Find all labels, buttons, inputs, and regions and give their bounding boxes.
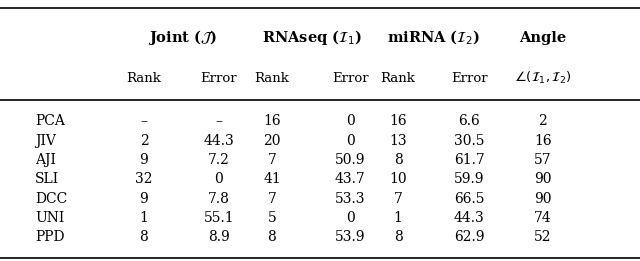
Text: 74: 74 [534,211,552,225]
Text: $\angle(\mathcal{I}_1,\mathcal{I}_2)$: $\angle(\mathcal{I}_1,\mathcal{I}_2)$ [514,70,572,86]
Text: 62.9: 62.9 [454,230,484,244]
Text: 8: 8 [268,230,276,244]
Text: 53.9: 53.9 [335,230,365,244]
Text: 57: 57 [534,153,552,167]
Text: Error: Error [451,72,488,85]
Text: 55.1: 55.1 [204,211,234,225]
Text: Error: Error [200,72,237,85]
Text: 6.6: 6.6 [458,114,480,128]
Text: 9: 9 [140,153,148,167]
Text: 30.5: 30.5 [454,134,484,148]
Text: 16: 16 [263,114,281,128]
Text: Joint ($\mathcal{J}$): Joint ($\mathcal{J}$) [148,28,217,47]
Text: 61.7: 61.7 [454,153,484,167]
Text: 8: 8 [394,230,403,244]
Text: 16: 16 [534,134,552,148]
Text: miRNA ($\mathcal{I}_2$): miRNA ($\mathcal{I}_2$) [387,29,481,47]
Text: 13: 13 [389,134,407,148]
Text: 7: 7 [394,192,403,206]
Text: 8: 8 [140,230,148,244]
Text: Rank: Rank [127,72,161,85]
Text: 0: 0 [346,134,355,148]
Text: 0: 0 [346,211,355,225]
Text: 8.9: 8.9 [208,230,230,244]
Text: 1: 1 [394,211,403,225]
Text: 8: 8 [394,153,403,167]
Text: 50.9: 50.9 [335,153,365,167]
Text: 90: 90 [534,172,552,186]
Text: Error: Error [332,72,369,85]
Text: 7.8: 7.8 [208,192,230,206]
Text: UNI: UNI [35,211,65,225]
Text: 32: 32 [135,172,153,186]
Text: 41: 41 [263,172,281,186]
Text: SLI: SLI [35,172,60,186]
Text: RNAseq ($\mathcal{I}_1$): RNAseq ($\mathcal{I}_1$) [262,28,362,47]
Text: 7: 7 [268,192,276,206]
Text: 10: 10 [389,172,407,186]
Text: 5: 5 [268,211,276,225]
Text: 7: 7 [268,153,276,167]
Text: JIV: JIV [35,134,56,148]
Text: PCA: PCA [35,114,65,128]
Text: Angle: Angle [519,31,566,45]
Text: DCC: DCC [35,192,67,206]
Text: 0: 0 [346,114,355,128]
Text: 2: 2 [140,134,148,148]
Text: 0: 0 [214,172,223,186]
Text: 90: 90 [534,192,552,206]
Text: Rank: Rank [255,72,289,85]
Text: –: – [141,114,147,128]
Text: 7.2: 7.2 [208,153,230,167]
Text: PPD: PPD [35,230,65,244]
Text: 20: 20 [263,134,281,148]
Text: Rank: Rank [381,72,415,85]
Text: 44.3: 44.3 [204,134,234,148]
Text: 9: 9 [140,192,148,206]
Text: 2: 2 [538,114,547,128]
Text: –: – [216,114,222,128]
Text: 59.9: 59.9 [454,172,484,186]
Text: 43.7: 43.7 [335,172,365,186]
Text: 16: 16 [389,114,407,128]
Text: 52: 52 [534,230,552,244]
Text: 44.3: 44.3 [454,211,484,225]
Text: AJI: AJI [35,153,56,167]
Text: 1: 1 [140,211,148,225]
Text: 66.5: 66.5 [454,192,484,206]
Text: 53.3: 53.3 [335,192,365,206]
